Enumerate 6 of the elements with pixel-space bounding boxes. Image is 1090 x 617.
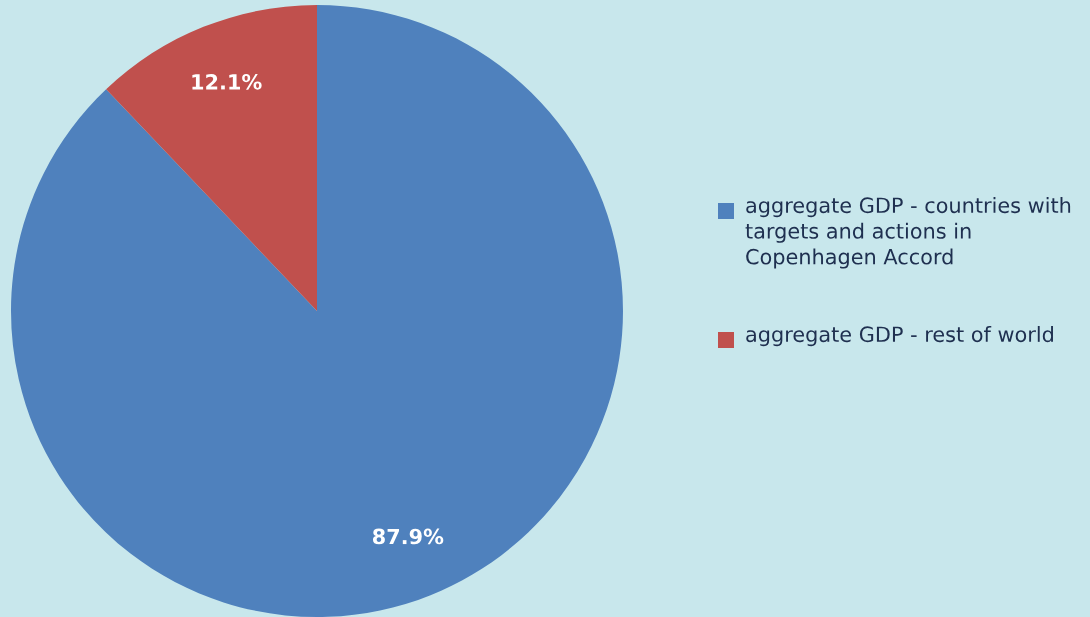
data-label: 87.9% xyxy=(372,528,444,545)
legend-label: aggregate GDP - rest of world xyxy=(746,326,1053,347)
pie-slice xyxy=(106,5,317,311)
data-label: 12.1% xyxy=(192,73,262,90)
legend-label: aggregate GDP - countries with targets and actions in Copenhagen Accord xyxy=(745,197,1071,269)
pie-slice xyxy=(11,5,623,617)
